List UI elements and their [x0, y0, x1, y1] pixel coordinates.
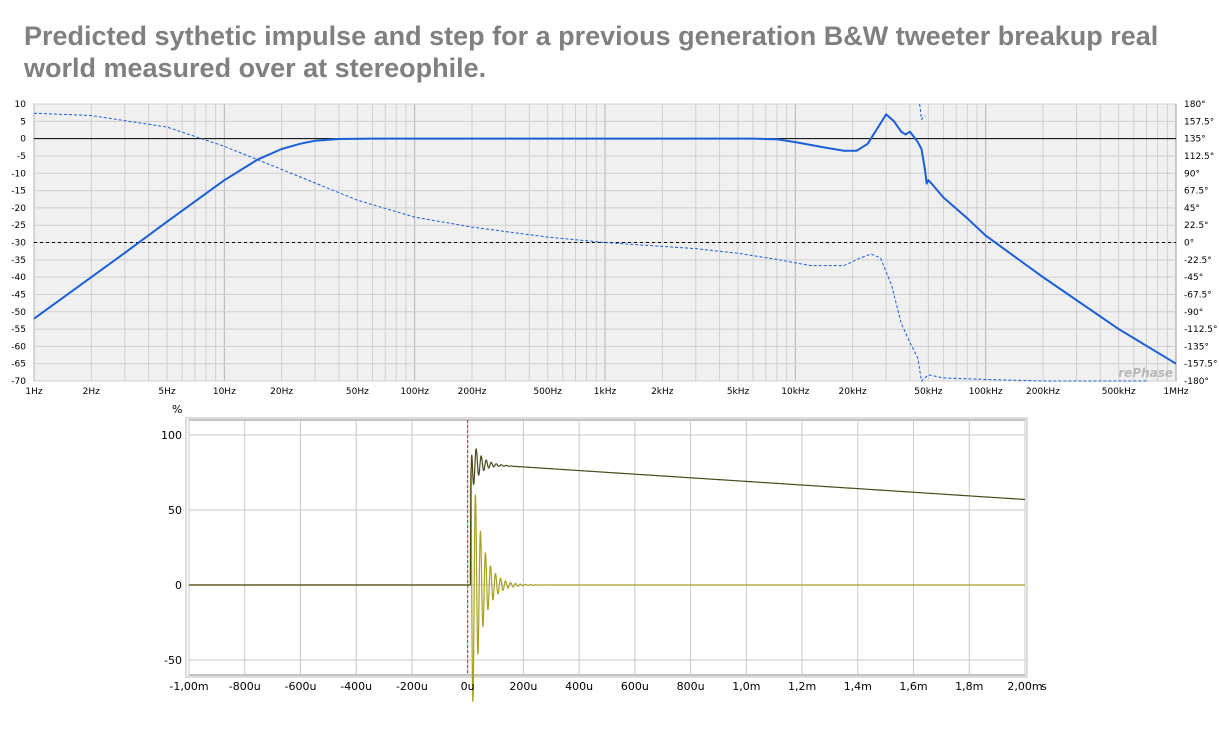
- x-tick-label: -400u: [340, 680, 372, 693]
- x-tick-label: 1,4m: [844, 680, 872, 693]
- x-tick-label: 100Hz: [400, 387, 429, 397]
- x-tick-label: 1,8m: [955, 680, 983, 693]
- x-tick-label: 500Hz: [533, 387, 562, 397]
- x-tick-label: 1,2m: [788, 680, 816, 693]
- y-tick-label: -25: [11, 221, 26, 231]
- x-tick-label: -600u: [284, 680, 316, 693]
- y-tick-label: 5: [20, 117, 26, 127]
- y-tick-label: -50: [164, 654, 182, 667]
- x-tick-label: 600u: [621, 680, 649, 693]
- x-tick-label: 500kHz: [1102, 387, 1136, 397]
- x-tick-label: 20Hz: [270, 387, 293, 397]
- x-tick-label: 200u: [509, 680, 537, 693]
- x-axis-ticks: -1,00m -800u -600u -400u -200u 0u 200u 400u 600u…: [169, 680, 1042, 693]
- x-tick-label: 50kHz: [914, 387, 942, 397]
- watermark: rePhase: [1118, 366, 1173, 380]
- x-tick-label: 20kHz: [839, 387, 867, 397]
- y-tick-label: 50: [168, 504, 182, 517]
- phase-tick-label: 90°: [1184, 169, 1200, 179]
- x-tick-label: 200Hz: [458, 387, 487, 397]
- x-tick-label: 400u: [565, 680, 593, 693]
- phase-tick-label: -157.5°: [1184, 360, 1218, 370]
- x-tick-label: 0u: [461, 680, 475, 693]
- phase-tick-label: -135°: [1184, 342, 1209, 352]
- phase-tick-label: 135°: [1184, 135, 1206, 145]
- y-tick-label: -35: [11, 256, 26, 266]
- x-tick-label: 800u: [677, 680, 705, 693]
- phase-tick-label: -67.5°: [1184, 290, 1212, 300]
- y-axis-ticks: 10 5 0 -5 -10 -15 -20 -25 -30 -35 -40 -45 -50 -55 -60 -…: [11, 100, 26, 387]
- phase-axis-ticks: 180° 157.5° 135° 112.5° 90° 67.5° 45° 22.5° 0° -2…: [1184, 100, 1218, 387]
- y-tick-label: -30: [11, 239, 26, 249]
- x-tick-label: -800u: [229, 680, 261, 693]
- y-tick-label: -70: [11, 377, 26, 387]
- phase-tick-label: -112.5°: [1184, 325, 1218, 335]
- x-tick-label: -200u: [396, 680, 428, 693]
- y-tick-label: -5: [17, 152, 26, 162]
- x-tick-label: 5Hz: [158, 387, 175, 397]
- x-tick-label: 10Hz: [213, 387, 236, 397]
- y-tick-label: -65: [11, 360, 26, 370]
- x-tick-label: 1Hz: [25, 387, 42, 397]
- y-tick-label: -40: [11, 273, 26, 283]
- x-tick-label: -1,00m: [169, 680, 208, 693]
- y-tick-label: -15: [11, 187, 26, 197]
- x-tick-label: 2kHz: [651, 387, 674, 397]
- phase-tick-label: -90°: [1184, 308, 1203, 318]
- phase-tick-label: 180°: [1184, 100, 1206, 110]
- y-tick-label: -45: [11, 290, 26, 300]
- x-tick-label: 50Hz: [346, 387, 369, 397]
- x-tick-label: 2,00m: [1007, 680, 1042, 693]
- y-tick-label: -10: [11, 169, 26, 179]
- x-tick-label: 100kHz: [969, 387, 1003, 397]
- phase-tick-label: 67.5°: [1184, 187, 1209, 197]
- phase-tick-label: 45°: [1184, 204, 1200, 214]
- phase-tick-label: 0°: [1184, 239, 1194, 249]
- y-tick-label: 0: [175, 579, 182, 592]
- plot-area: [189, 420, 1025, 675]
- phase-tick-label: -180°: [1184, 377, 1209, 387]
- y-axis-ticks: 100 50 0 -50: [161, 429, 182, 667]
- y-tick-label: -50: [11, 308, 26, 318]
- y-tick-label: -20: [11, 204, 26, 214]
- phase-tick-label: -22.5°: [1184, 256, 1212, 266]
- y-tick-label: -55: [11, 325, 26, 335]
- frequency-response-chart: 10 5 0 -5 -10 -15 -20 -25 -30 -35 -40 -45 -50 -55 -60 -…: [0, 96, 1219, 400]
- page-title: Predicted sythetic impulse and step for …: [24, 20, 1204, 84]
- y-tick-label: 100: [161, 429, 182, 442]
- x-tick-label: 1,0m: [732, 680, 760, 693]
- x-tick-label: 2Hz: [83, 387, 100, 397]
- phase-tick-label: -45°: [1184, 273, 1203, 283]
- x-axis-ticks: 1Hz 2Hz 5Hz 10Hz 20Hz 50Hz 100Hz 200Hz 500Hz 1kHz…: [25, 387, 1188, 397]
- y-tick-label: 10: [15, 100, 27, 110]
- x-tick-label: 1MHz: [1164, 387, 1189, 397]
- x-tick-label: 1,6m: [899, 680, 927, 693]
- phase-tick-label: 112.5°: [1184, 152, 1214, 162]
- x-tick-label: 1kHz: [594, 387, 617, 397]
- phase-tick-label: 157.5°: [1184, 117, 1214, 127]
- y-tick-label: 0: [20, 135, 26, 145]
- x-tick-label: 200kHz: [1026, 387, 1060, 397]
- x-tick-label: 10kHz: [781, 387, 809, 397]
- phase-tick-label: 22.5°: [1184, 221, 1209, 231]
- x-tick-label: 5kHz: [727, 387, 750, 397]
- y-tick-label: -60: [11, 342, 26, 352]
- x-axis-unit: s: [1041, 680, 1047, 693]
- y-axis-label: %: [172, 403, 182, 416]
- impulse-step-chart: % 100 50 0 -50 -1,00m -800u -600u -400u -200u 0u…: [150, 398, 1070, 703]
